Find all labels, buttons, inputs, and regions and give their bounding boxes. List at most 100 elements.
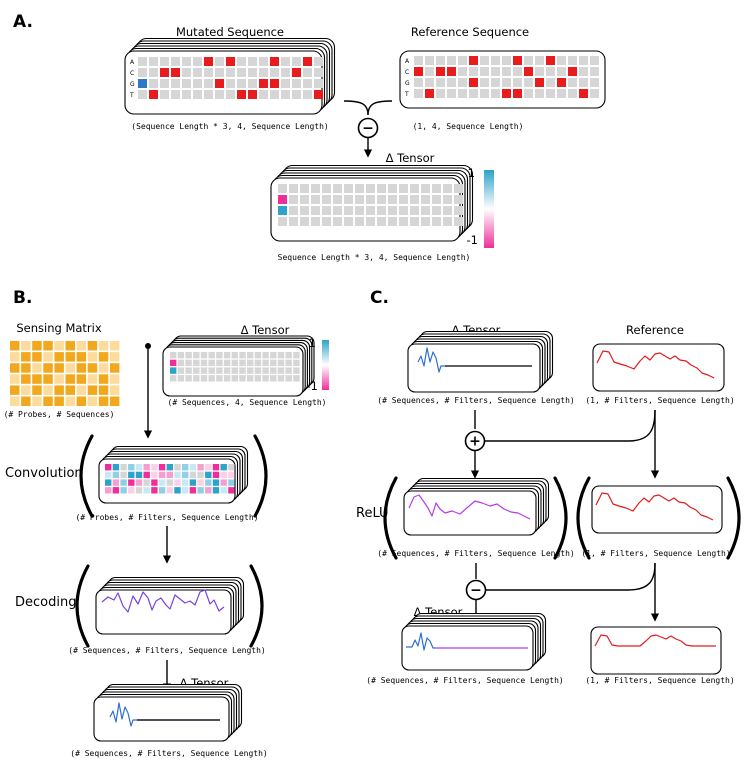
delta-cell [355, 206, 364, 215]
convolution-cell [212, 471, 220, 479]
sequence-cell [513, 67, 522, 76]
delta-cell [200, 367, 208, 374]
delta-cell [231, 359, 238, 367]
convolution-cell [120, 471, 127, 479]
sequence-cell [590, 78, 599, 87]
sequence-cell [171, 79, 180, 88]
delta-cell [247, 375, 254, 382]
sensing-matrix-caption: (# Probes, # Sequences) [4, 410, 115, 419]
row-label: C [405, 69, 409, 76]
sequence-cell [414, 89, 423, 98]
mutated-sequence-caption: (Sequence Length * 3, 4, Sequence Length… [131, 122, 328, 131]
sensing-cell [32, 374, 42, 384]
delta-cell [254, 367, 262, 374]
sequence-cell [314, 68, 323, 77]
convolution-cell [197, 487, 204, 494]
delta-cell [262, 375, 269, 382]
sequence-cell [204, 68, 213, 77]
convolution-cell [205, 487, 212, 494]
convolution-cell [151, 464, 158, 471]
sensing-matrix [10, 341, 120, 406]
sequence-cell [447, 89, 456, 98]
sensing-cell [21, 341, 31, 351]
sensing-cell [109, 396, 120, 406]
stack-front-card [95, 589, 232, 635]
delta-cell [278, 217, 287, 226]
sequence-cell [557, 56, 566, 65]
sequence-cell [590, 56, 599, 65]
sequence-cell [281, 79, 290, 88]
delta-cell [366, 195, 375, 204]
sequence-cell [458, 78, 467, 87]
sequence-cell [480, 89, 489, 98]
delta-cell [333, 184, 342, 193]
sequence-cell [469, 56, 478, 65]
delta-cell [377, 206, 386, 215]
sequence-cell [491, 89, 500, 98]
delta-cell [231, 375, 238, 382]
sequence-cell [182, 90, 191, 99]
sequence-cell [502, 56, 511, 65]
sequence-cell [160, 68, 169, 77]
delta-cell [262, 359, 269, 367]
sequence-cell [414, 67, 423, 76]
convolution-stack [98, 445, 249, 504]
sequence-cell [557, 89, 566, 98]
delta-cell [247, 359, 254, 367]
convolution-cell [105, 471, 112, 479]
delta-cell [193, 367, 200, 374]
row-label: T [404, 91, 409, 98]
reference-bottom-stack [590, 626, 722, 675]
row-label: G [130, 81, 135, 88]
delta-cell [270, 352, 277, 359]
sequence-cell [513, 89, 522, 98]
convolution-cell [212, 487, 220, 494]
delta-cell [262, 352, 269, 359]
sequence-cell [436, 78, 445, 87]
sensing-cell [76, 352, 87, 362]
delta-cell [443, 195, 452, 204]
convolution-cell [228, 487, 235, 494]
sensing-cell [43, 363, 53, 373]
sequence-cell [458, 67, 467, 76]
delta-cell [208, 375, 215, 382]
decoding-signal [101, 589, 225, 613]
convolution-cell [174, 479, 181, 486]
delta-cell [293, 359, 300, 367]
sequence-cell [502, 89, 511, 98]
delta-cell [421, 217, 430, 226]
convolution-cell [143, 487, 150, 494]
colorbar-a [484, 170, 494, 248]
delta-cell [388, 206, 397, 215]
convolution-cell [135, 464, 143, 471]
delta-tensor-caption-b: (# Sequences, 4, Sequence Length) [168, 398, 327, 407]
convolution-cell [182, 479, 189, 486]
delta-cell [270, 375, 277, 382]
sequence-cell [535, 67, 544, 76]
panel-a-label: A. [13, 12, 33, 32]
sensing-cell [10, 385, 20, 395]
sequence-cell [590, 67, 599, 76]
sequence-cell [568, 89, 577, 98]
convolution-cell [166, 471, 173, 479]
delta-cell [200, 352, 208, 359]
sequence-cell [193, 90, 202, 99]
delta-cell [322, 184, 331, 193]
delta-cell [277, 352, 285, 359]
sensing-cell [43, 352, 53, 362]
delta-cell [285, 367, 292, 374]
sequence-cell [215, 90, 224, 99]
delta-cell [366, 184, 375, 193]
delta-cell [177, 352, 185, 359]
reference-mid-stack [591, 485, 723, 534]
row-label: C [130, 70, 134, 77]
colorbar-a-min: -1 [467, 233, 478, 247]
delta-cell [193, 359, 200, 367]
delta-cell [285, 359, 292, 367]
sensing-cell [65, 374, 75, 384]
stack-front-card [403, 490, 537, 536]
delta-cell [333, 206, 342, 215]
sensing-cell [98, 363, 109, 373]
convolution-cell [128, 471, 135, 479]
delta-cell [270, 367, 277, 374]
